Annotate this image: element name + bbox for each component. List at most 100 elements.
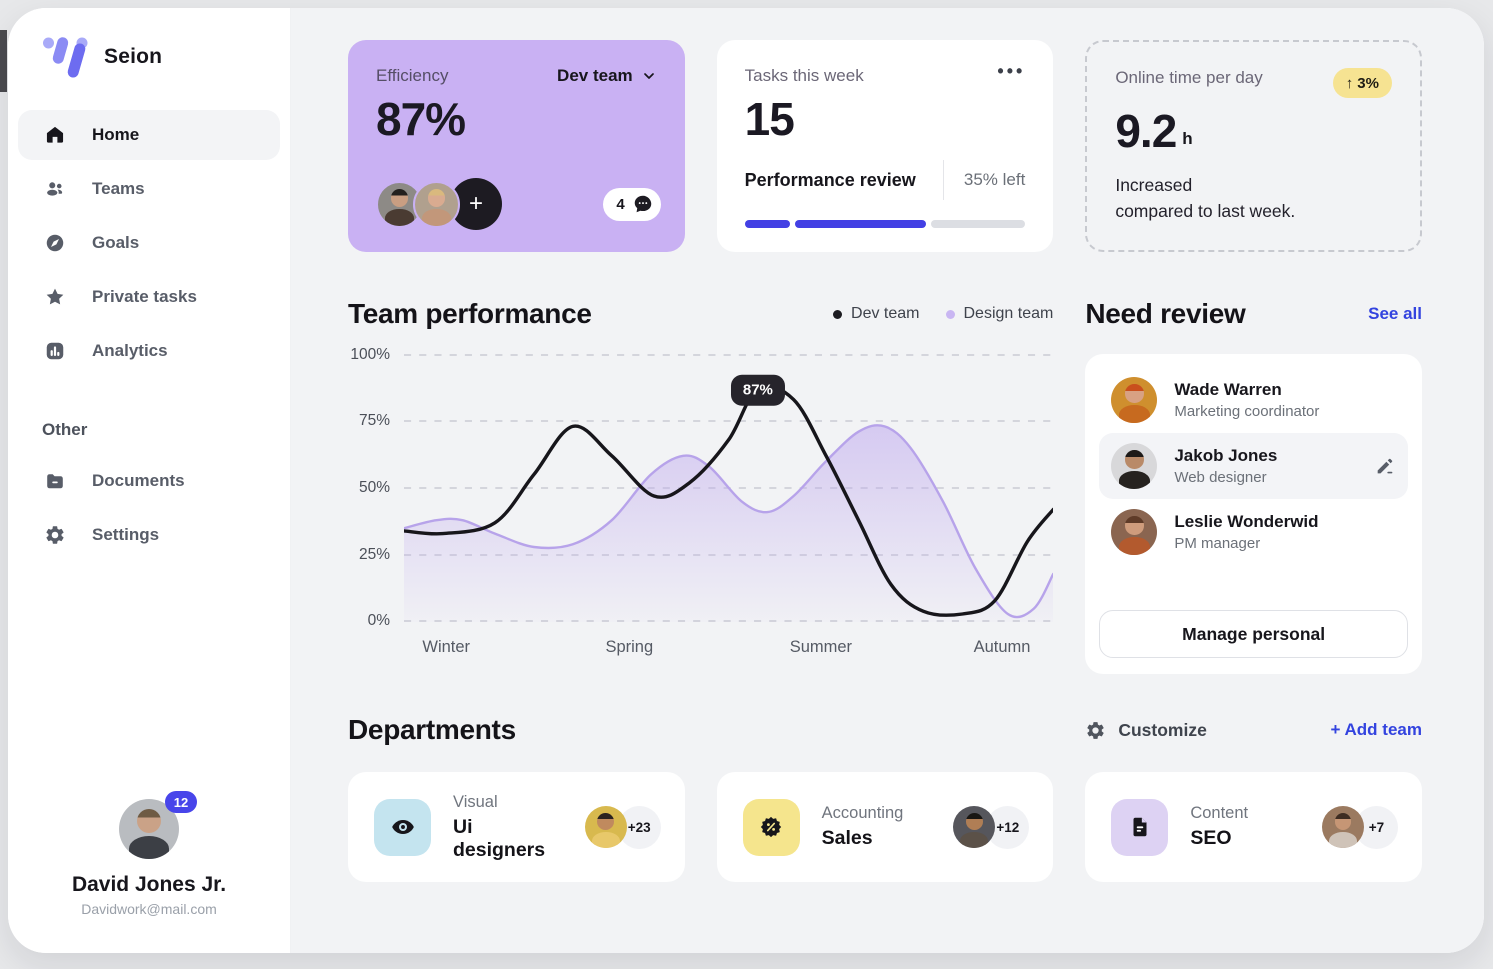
legend-dev-team: Dev team [833,305,920,323]
efficiency-card: Efficiency Dev team 87% + 4 [348,40,685,252]
dept-category: Accounting [821,804,904,822]
add-team-link[interactable]: + Add team [1330,720,1422,739]
user-profile[interactable]: 12 David Jones Jr. Davidwork@mail.com [8,791,290,917]
legend-dot [833,309,843,319]
y-tick-label: 0% [367,612,390,629]
sidebar-item-teams[interactable]: Teams [18,164,280,214]
delta-badge: ↑ 3% [1332,68,1392,98]
edit-icon[interactable] [1374,455,1396,477]
avatar [1111,443,1158,489]
sidebar-item-label: Home [92,125,140,144]
review-person-row[interactable]: Jakob Jones Web designer [1099,433,1408,499]
sidebar-item-goals[interactable]: Goals [18,218,280,268]
avatar [1321,806,1364,848]
y-tick-label: 50% [358,479,390,496]
goals-icon [44,232,66,254]
sidebar-item-home[interactable]: Home [18,110,280,160]
sidebar-item-documents[interactable]: Documents [18,456,280,506]
person-role: Web designer [1174,469,1267,486]
department-card-visual[interactable]: Visual Ui designers +23 [348,772,685,882]
arrow-up-icon: ↑ [1345,74,1354,92]
review-person-row[interactable]: Wade Warren Marketing coordinator [1099,367,1408,433]
team-avatar-stack: + [376,178,502,230]
percent-icon [760,816,782,838]
teams-icon [44,178,66,200]
online-value: 9.2 [1115,105,1177,157]
performance-chart-svg [404,354,1054,622]
task-remaining: 35% left [942,160,1025,200]
app-name: Seion [104,45,163,68]
online-note: Increased compared to last week. [1115,175,1296,221]
departments-title: Departments [348,714,516,745]
avatar [1111,509,1158,555]
sidebar-item-label: Analytics [92,341,168,360]
avatar [413,180,460,228]
dept-category: Content [1190,804,1249,822]
chart-y-axis: 100% 75% 50% 25% 0% [348,346,404,629]
sidebar-item-label: Private tasks [92,287,197,306]
sidebar-item-label: Documents [92,471,185,490]
progress-segment [794,220,927,228]
efficiency-label: Efficiency [376,66,449,85]
efficiency-value: 87% [376,93,466,145]
department-card-content[interactable]: Content SEO +7 [1085,772,1422,882]
person-name: Jakob Jones [1174,446,1278,465]
legend-design-team: Design team [945,305,1053,323]
background-artifact [0,30,7,92]
comments-pill[interactable]: 4 [603,187,661,221]
progress-segment [744,220,790,228]
tasks-card: Tasks this week ••• 15 Performance revie… [716,40,1054,252]
dept-name: Sales [821,827,873,849]
eye-icon [391,819,414,835]
review-person-row[interactable]: Leslie Wonderwid PM manager [1099,499,1408,565]
more-menu-icon[interactable]: ••• [997,61,1026,81]
comment-count: 4 [616,195,625,213]
person-role: Marketing coordinator [1174,403,1320,420]
person-role: PM manager [1174,535,1261,552]
task-progress-bar [744,220,1026,228]
user-name: David Jones Jr. [71,873,227,896]
manage-personal-button[interactable]: Manage personal [1099,610,1408,658]
dept-category: Visual [453,792,498,811]
customize-button[interactable]: Customize [1085,720,1207,741]
avatar [953,806,996,848]
app-logo: Seion [8,34,290,80]
dept-tile [374,798,431,856]
notification-badge: 12 [165,791,197,813]
need-review-panel: Wade Warren Marketing coordinator Jakob … [1085,354,1422,674]
sidebar-item-analytics[interactable]: Analytics [18,326,280,376]
person-name: Leslie Wonderwid [1174,512,1319,531]
task-name: Performance review [744,169,916,190]
sidebar-item-label: Goals [92,233,140,252]
gear-icon [1085,720,1106,741]
sidebar-item-label: Settings [92,525,160,544]
main-nav: Home Teams Goals Private tasks [8,110,290,376]
dept-name: SEO [1190,827,1232,849]
tasks-value: 15 [744,93,795,145]
home-icon [44,124,66,146]
sidebar-item-settings[interactable]: Settings [18,510,280,560]
see-all-link[interactable]: See all [1368,304,1422,323]
team-selector[interactable]: Dev team [557,66,657,86]
y-tick-label: 75% [358,412,390,429]
settings-icon [44,524,66,546]
online-time-card: Online time per day ↑ 3% 9.2 h Increased… [1085,40,1422,252]
performance-title: Team performance [348,298,592,329]
person-name: Wade Warren [1174,380,1282,399]
chevron-down-icon [643,73,654,79]
x-tick-label: Autumn [973,638,1031,656]
dept-tile [1111,798,1169,856]
chart-plot-area: 87% [404,354,1054,622]
sidebar-item-private-tasks[interactable]: Private tasks [18,272,280,322]
team-performance-chart: 100% 75% 50% 25% 0% 87% Winter Spring Summer Au… [348,346,1054,674]
user-email: Davidwork@mail.com [81,901,217,917]
progress-remainder [931,220,1026,228]
sidebar-section-other: Other [42,420,88,439]
chart-tooltip: 87% [730,374,785,406]
chat-bubble-icon [632,193,654,215]
department-card-accounting[interactable]: Accounting Sales +12 [716,772,1054,882]
chart-legend: Dev team Design team [833,305,1053,323]
online-unit: h [1182,129,1193,148]
seion-logo-icon [43,37,88,78]
add-member-button[interactable]: + [450,178,502,230]
